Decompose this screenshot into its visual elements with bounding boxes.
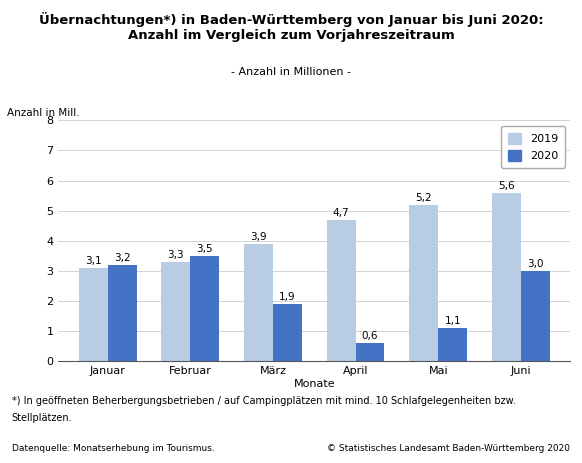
Text: Anzahl in Mill.: Anzahl in Mill.	[7, 108, 80, 118]
Bar	[79, 268, 108, 361]
Text: Datenquelle: Monatserhebung im Tourismus.: Datenquelle: Monatserhebung im Tourismus…	[12, 444, 214, 453]
Bar	[273, 304, 302, 361]
Bar	[108, 265, 137, 361]
Text: 3,1: 3,1	[85, 256, 102, 266]
Text: 3,0: 3,0	[527, 259, 544, 269]
Bar	[244, 244, 273, 361]
Text: 5,6: 5,6	[498, 181, 514, 191]
Bar	[438, 328, 467, 361]
Text: Stellplätzen.: Stellplätzen.	[12, 413, 72, 423]
Text: 3,3: 3,3	[168, 250, 184, 260]
Legend: 2019, 2020: 2019, 2020	[501, 126, 565, 168]
Text: *) In geöffneten Beherbergungsbetrieben / auf Campingplätzen mit mind. 10 Schlaf: *) In geöffneten Beherbergungsbetrieben …	[12, 396, 516, 406]
Text: Übernachtungen*) in Baden-Württemberg von Januar bis Juni 2020:
Anzahl im Vergle: Übernachtungen*) in Baden-Württemberg vo…	[38, 12, 544, 42]
Text: - Anzahl in Millionen -: - Anzahl in Millionen -	[231, 67, 351, 77]
Bar	[356, 343, 385, 361]
Text: 4,7: 4,7	[333, 208, 349, 218]
Text: 1,9: 1,9	[279, 292, 296, 302]
Bar	[409, 205, 438, 361]
Text: 1,1: 1,1	[444, 316, 461, 326]
Bar	[190, 256, 219, 361]
Text: 3,5: 3,5	[197, 244, 213, 254]
Text: 0,6: 0,6	[362, 332, 378, 341]
Text: 5,2: 5,2	[416, 193, 432, 203]
X-axis label: Monate: Monate	[293, 379, 335, 389]
Text: 3,9: 3,9	[250, 232, 267, 242]
Bar	[521, 271, 550, 361]
Bar	[492, 193, 521, 361]
Text: © Statistisches Landesamt Baden-Württemberg 2020: © Statistisches Landesamt Baden-Württemb…	[327, 444, 570, 453]
Text: 3,2: 3,2	[114, 253, 130, 263]
Bar	[161, 262, 190, 361]
Bar	[327, 220, 356, 361]
